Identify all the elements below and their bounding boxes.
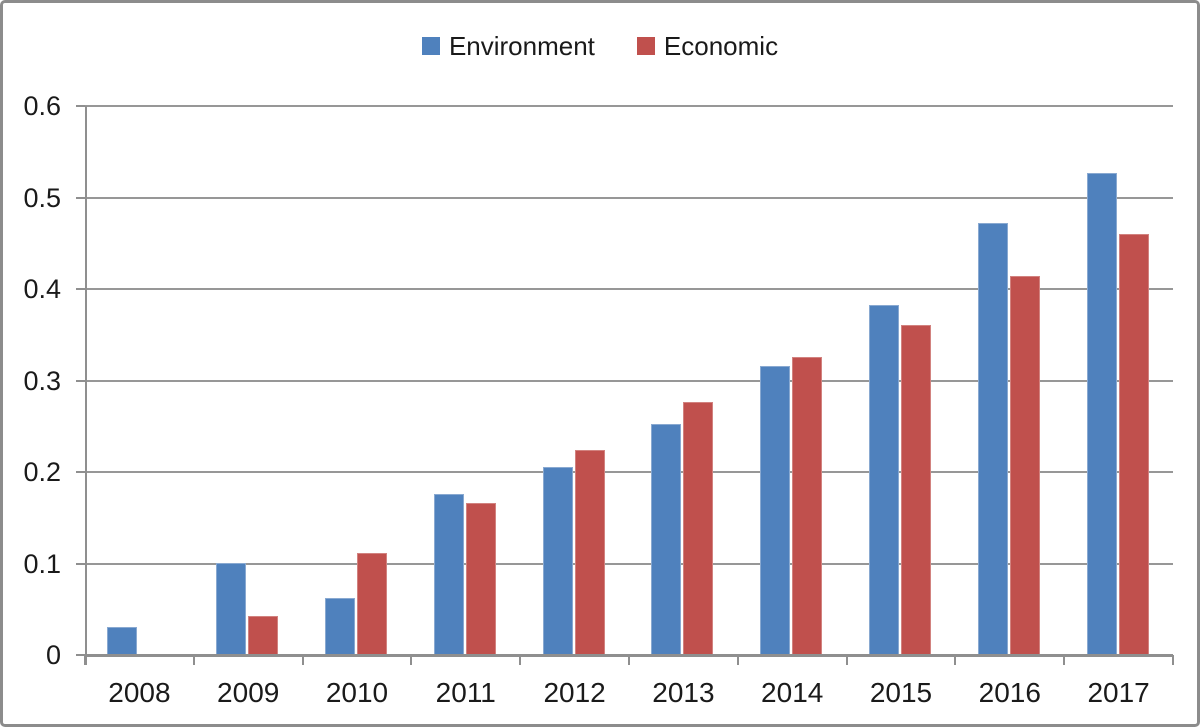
x-axis-label-2008: 2008 bbox=[108, 677, 171, 708]
y-tick-0.1 bbox=[76, 562, 85, 565]
bar-economic-2016 bbox=[1009, 276, 1040, 655]
x-tick-10 bbox=[1172, 655, 1174, 665]
x-axis-label-2010: 2010 bbox=[325, 677, 389, 708]
x-tick-6 bbox=[736, 655, 739, 665]
x-axis-label-2009: 2009 bbox=[217, 677, 280, 708]
bar-economic-2009 bbox=[248, 616, 279, 655]
y-tick-0.5 bbox=[76, 196, 85, 199]
x-axis-label-2016: 2016 bbox=[978, 677, 1041, 708]
x-tick-0 bbox=[84, 655, 86, 665]
legend-entry-environment: Environment bbox=[421, 31, 595, 61]
y-axis-label-0.4: 0.4 bbox=[23, 274, 61, 304]
gridline-0.6 bbox=[85, 105, 1173, 107]
gridline-0.1 bbox=[85, 562, 1173, 565]
x-tick-8 bbox=[954, 655, 957, 665]
environment-swatch-icon bbox=[421, 37, 440, 55]
bar-economic-2017 bbox=[1118, 234, 1149, 655]
y-axis-line bbox=[85, 106, 87, 665]
gridline-0.2 bbox=[85, 471, 1173, 473]
y-axis-label-0: 0 bbox=[45, 640, 61, 670]
gridline-0.3 bbox=[85, 379, 1173, 382]
x-axis-label-2015: 2015 bbox=[869, 677, 933, 708]
x-tick-9 bbox=[1063, 655, 1066, 665]
x-axis-label-2013: 2013 bbox=[652, 677, 715, 708]
y-tick-0.2 bbox=[76, 471, 85, 473]
y-axis-label-0.2: 0.2 bbox=[23, 457, 61, 487]
y-axis-label-0.6: 0.6 bbox=[23, 91, 61, 121]
bar-environment-2016 bbox=[977, 223, 1008, 655]
y-axis-label-0.5: 0.5 bbox=[23, 182, 61, 213]
economic-swatch-icon bbox=[636, 37, 655, 55]
y-tick-0.4 bbox=[76, 288, 85, 290]
x-tick-7 bbox=[845, 655, 848, 665]
plot-area bbox=[85, 105, 1173, 655]
x-axis-label-2011: 2011 bbox=[435, 677, 496, 708]
chart-legend: Environment Economic bbox=[3, 33, 1197, 59]
bar-economic-2014 bbox=[792, 357, 823, 655]
x-tick-5 bbox=[628, 655, 630, 665]
bar-environment-2010 bbox=[325, 598, 355, 655]
bar-environment-2014 bbox=[760, 366, 791, 655]
y-tick-0.3 bbox=[76, 379, 85, 382]
bar-environment-2008 bbox=[107, 627, 138, 655]
x-tick-4 bbox=[519, 655, 522, 665]
bar-economic-2013 bbox=[683, 402, 714, 655]
y-tick-0 bbox=[76, 654, 85, 656]
bar-environment-2011 bbox=[433, 494, 464, 655]
bar-economic-2010 bbox=[357, 553, 387, 655]
bar-economic-2012 bbox=[574, 450, 605, 655]
gridline-0.4 bbox=[85, 288, 1173, 290]
y-axis-label-0.1: 0.1 bbox=[23, 548, 61, 579]
legend-label-economic: Economic bbox=[663, 31, 779, 61]
bar-environment-2009 bbox=[216, 563, 247, 655]
bar-environment-2017 bbox=[1086, 173, 1117, 655]
gridline-0.5 bbox=[85, 196, 1173, 199]
bar-economic-2015 bbox=[901, 325, 931, 655]
x-tick-2 bbox=[301, 655, 304, 665]
y-axis-label-0.3: 0.3 bbox=[23, 365, 61, 396]
legend-label-environment: Environment bbox=[448, 31, 595, 61]
x-tick-3 bbox=[410, 655, 413, 665]
x-axis-label-2017: 2017 bbox=[1087, 677, 1150, 708]
bar-environment-2015 bbox=[869, 305, 899, 655]
y-tick-0.6 bbox=[76, 105, 85, 107]
bar-environment-2013 bbox=[651, 424, 682, 655]
x-axis-label-2012: 2012 bbox=[543, 677, 606, 708]
bar-economic-2011 bbox=[465, 503, 496, 655]
bar-environment-2012 bbox=[542, 467, 573, 655]
x-axis-label-2014: 2014 bbox=[761, 677, 824, 708]
legend-entry-economic: Economic bbox=[636, 31, 779, 61]
x-tick-1 bbox=[192, 655, 195, 665]
